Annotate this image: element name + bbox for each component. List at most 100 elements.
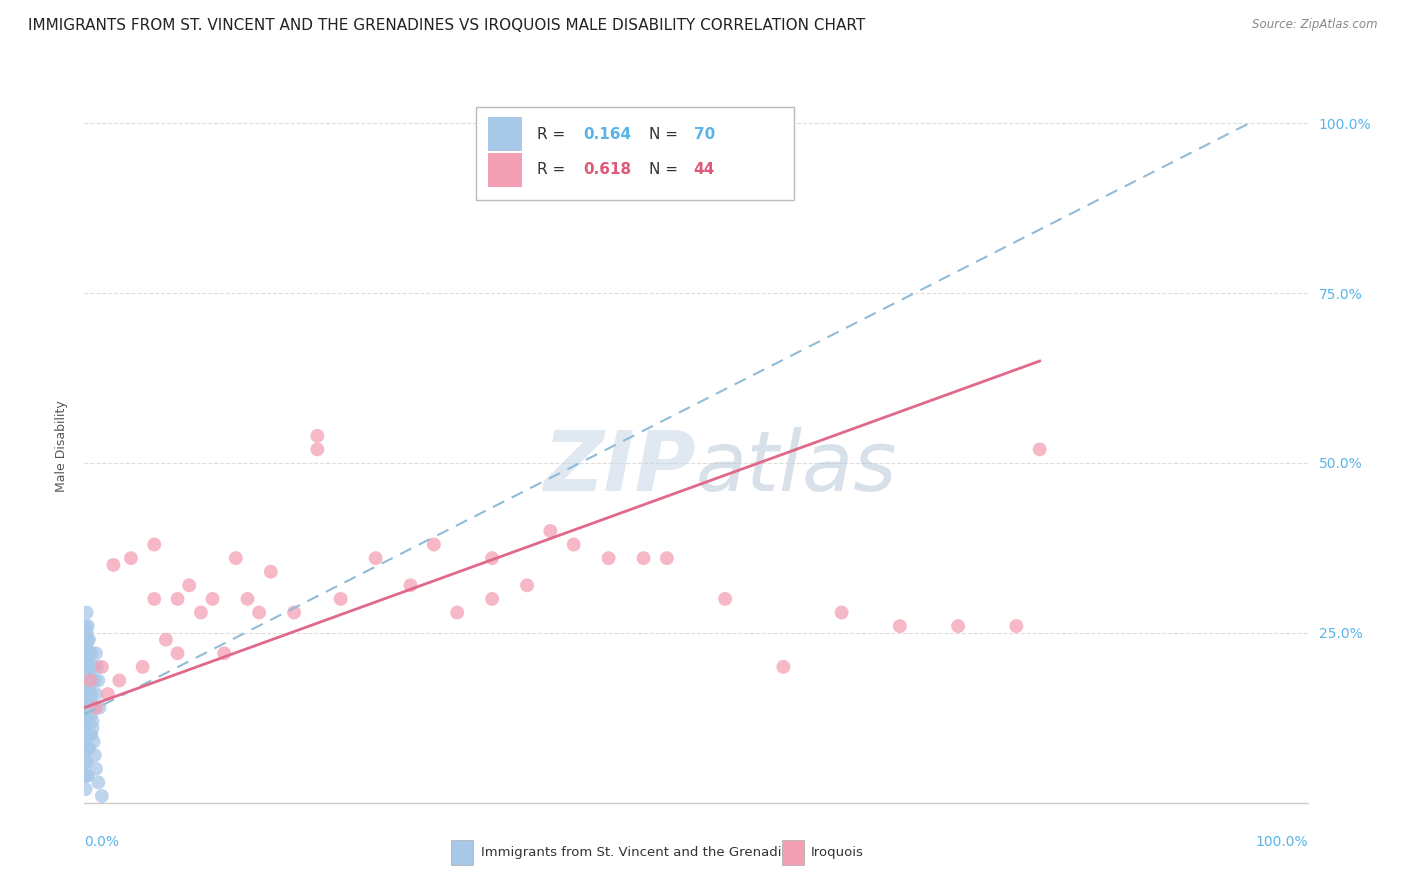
Point [76, 755, 98, 769]
Text: 44: 44 [693, 162, 714, 178]
Point [190, 606, 212, 620]
Point [76, 666, 98, 681]
Point [75, 646, 97, 660]
Text: N =: N = [650, 127, 683, 142]
Point [80, 728, 103, 742]
Point [283, 606, 305, 620]
Point [77, 741, 100, 756]
Point [103, 558, 125, 572]
Text: Immigrants from St. Vincent and the Grenadines: Immigrants from St. Vincent and the Gren… [481, 847, 804, 859]
Point [84, 646, 107, 660]
Point [79, 673, 101, 688]
Point [79, 694, 101, 708]
Point [212, 646, 235, 660]
Text: 0.618: 0.618 [583, 162, 631, 178]
Point [83, 673, 105, 688]
Point [76, 673, 98, 688]
Point [155, 632, 177, 647]
Point [77, 687, 100, 701]
Text: N =: N = [650, 162, 683, 178]
Point [77, 660, 100, 674]
Point [79, 660, 101, 674]
Point [120, 551, 142, 566]
Point [76, 700, 98, 714]
Point [83, 660, 105, 674]
Text: ZIP: ZIP [543, 427, 696, 508]
Point [307, 442, 329, 457]
Point [82, 714, 104, 729]
Text: Iroquois: Iroquois [811, 847, 863, 859]
Point [80, 707, 103, 722]
Point [76, 700, 98, 714]
Point [364, 551, 387, 566]
Point [247, 606, 270, 620]
Point [655, 551, 678, 566]
Point [76, 714, 98, 729]
Point [83, 700, 105, 714]
Point [76, 673, 98, 688]
Point [86, 660, 108, 674]
Point [76, 741, 98, 756]
Point [76, 626, 98, 640]
Point [201, 591, 224, 606]
Point [108, 673, 131, 688]
Point [75, 619, 97, 633]
Point [76, 632, 98, 647]
Point [75, 687, 97, 701]
Point [77, 632, 100, 647]
Bar [488, 117, 522, 152]
Point [75, 714, 97, 729]
Point [76, 728, 98, 742]
Point [75, 782, 97, 797]
Point [84, 762, 107, 776]
Point [76, 769, 98, 783]
Text: Source: ZipAtlas.com: Source: ZipAtlas.com [1253, 18, 1378, 31]
Point [481, 591, 503, 606]
Point [307, 429, 329, 443]
Text: 70: 70 [693, 127, 714, 142]
Point [76, 606, 98, 620]
Point [76, 687, 98, 701]
Text: R =: R = [537, 162, 569, 178]
Point [76, 660, 98, 674]
Text: IMMIGRANTS FROM ST. VINCENT AND THE GRENADINES VS IROQUOIS MALE DISABILITY CORRE: IMMIGRANTS FROM ST. VINCENT AND THE GREN… [28, 18, 865, 33]
Point [87, 775, 110, 789]
Point [76, 769, 98, 783]
Bar [451, 840, 474, 865]
Point [79, 646, 101, 660]
Point [76, 646, 98, 660]
Point [75, 673, 97, 688]
Point [1028, 442, 1050, 457]
Point [75, 769, 97, 783]
Point [77, 646, 100, 660]
Text: 0.0%: 0.0% [84, 835, 120, 849]
Point [143, 591, 166, 606]
Point [481, 551, 503, 566]
Point [87, 673, 110, 688]
Y-axis label: Male Disability: Male Disability [55, 401, 69, 491]
Bar [782, 840, 804, 865]
Point [946, 619, 969, 633]
Point [179, 578, 201, 592]
Point [83, 748, 105, 763]
Point [329, 591, 352, 606]
Point [131, 660, 153, 674]
Point [79, 700, 101, 714]
Point [831, 606, 853, 620]
Text: 0.164: 0.164 [583, 127, 631, 142]
Point [399, 578, 422, 592]
Point [516, 578, 538, 592]
Point [772, 660, 794, 674]
Text: R =: R = [537, 127, 569, 142]
Point [97, 687, 120, 701]
Bar [488, 153, 522, 187]
FancyBboxPatch shape [475, 107, 794, 200]
Point [76, 660, 98, 674]
Point [633, 551, 655, 566]
Point [82, 673, 104, 688]
Point [225, 551, 247, 566]
Point [84, 687, 107, 701]
Point [75, 741, 97, 756]
Point [562, 537, 585, 551]
Point [75, 700, 97, 714]
